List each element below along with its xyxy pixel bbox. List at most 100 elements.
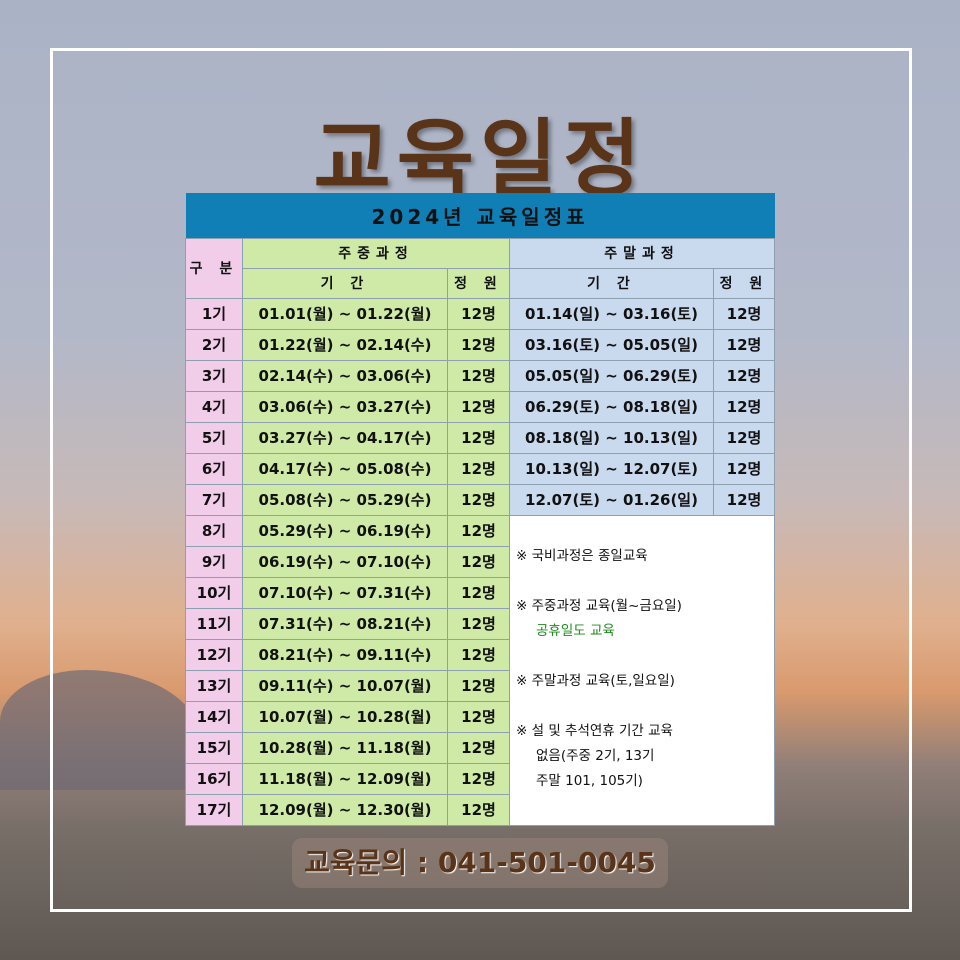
cohort: 10기 xyxy=(185,576,243,609)
table-row: 2기 01.22(월) ~ 02.14(수) 12명 03.16(토) ~ 05.05… xyxy=(185,328,775,361)
cohort: 16기 xyxy=(185,762,243,795)
weekend-capacity: 12명 xyxy=(713,452,775,485)
weekday-period: 07.10(수) ~ 07.31(수) xyxy=(242,576,448,609)
cohort: 17기 xyxy=(185,793,243,826)
weekday-capacity: 12명 xyxy=(447,483,510,516)
cohort: 4기 xyxy=(185,390,243,423)
weekend-capacity: 12명 xyxy=(713,328,775,361)
note: ※ 국비과정은 종일교육 xyxy=(516,547,648,564)
note: ※ 주말과정 교육(토,일요일) xyxy=(516,672,675,689)
cohort: 11기 xyxy=(185,607,243,640)
header-weekday-period: 기 간 xyxy=(242,267,448,299)
weekday-capacity: 12명 xyxy=(447,607,510,640)
header-weekend: 주말과정 xyxy=(509,237,775,269)
weekday-period: 06.19(수) ~ 07.10(수) xyxy=(242,545,448,578)
table-row: 15기 10.28(월) ~ 11.18(월) 12명 xyxy=(185,731,775,764)
weekday-period: 04.17(수) ~ 05.08(수) xyxy=(242,452,448,485)
note: 없음(주중 2기, 13기 xyxy=(536,747,655,764)
weekday-capacity: 12명 xyxy=(447,359,510,392)
contact-info: 교육문의 : 041-501-0045 xyxy=(292,838,668,888)
cohort: 9기 xyxy=(185,545,243,578)
header-weekend-period: 기 간 xyxy=(509,267,714,299)
cohort: 15기 xyxy=(185,731,243,764)
weekday-period: 03.27(수) ~ 04.17(수) xyxy=(242,421,448,454)
weekday-capacity: 12명 xyxy=(447,700,510,733)
table-row: 8기 05.29(수) ~ 06.19(수) 12명 ※ 국비과정은 종일교육 ※ 주중… xyxy=(185,514,775,826)
table-row: 14기 10.07(월) ~ 10.28(월) 12명 xyxy=(185,700,775,733)
cohort: 5기 xyxy=(185,421,243,454)
weekday-period: 09.11(수) ~ 10.07(월) xyxy=(242,669,448,702)
weekday-capacity: 12명 xyxy=(447,762,510,795)
weekday-period: 01.01(월) ~ 01.22(월) xyxy=(242,297,448,330)
table-row: 17기 12.09(월) ~ 12.30(월) 12명 xyxy=(185,793,775,826)
weekday-period: 10.07(월) ~ 10.28(월) xyxy=(242,700,448,733)
note: 주말 101, 105기) xyxy=(536,772,643,789)
header-weekday: 주중과정 xyxy=(242,237,510,269)
table-row: 1기 01.01(월) ~ 01.22(월) 12명 01.14(일) ~ 03.16… xyxy=(185,297,775,330)
header-gubun: 구 분 xyxy=(185,237,243,299)
note: ※ 설 및 추석연휴 기간 교육 xyxy=(516,722,673,739)
table-caption: 2024년 교육일정표 xyxy=(185,193,775,238)
weekday-capacity: 12명 xyxy=(447,421,510,454)
cohort: 6기 xyxy=(185,452,243,485)
cohort: 8기 xyxy=(185,514,243,547)
weekend-period: 01.14(일) ~ 03.16(토) xyxy=(509,297,714,330)
weekend-capacity: 12명 xyxy=(713,297,775,330)
weekday-capacity: 12명 xyxy=(447,669,510,702)
weekday-capacity: 12명 xyxy=(447,545,510,578)
table-row: 6기 04.17(수) ~ 05.08(수) 12명 10.13(일) ~ 12.07… xyxy=(185,452,775,485)
cohort: 14기 xyxy=(185,700,243,733)
table-row: 10기 07.10(수) ~ 07.31(수) 12명 xyxy=(185,576,775,609)
weekday-capacity: 12명 xyxy=(447,452,510,485)
note-green: 공휴일도 교육 xyxy=(536,622,615,639)
cohort: 3기 xyxy=(185,359,243,392)
table-row: 9기 06.19(수) ~ 07.10(수) 12명 xyxy=(185,545,775,578)
weekday-capacity: 12명 xyxy=(447,328,510,361)
cohort: 1기 xyxy=(185,297,243,330)
weekday-capacity: 12명 xyxy=(447,638,510,671)
cohort: 7기 xyxy=(185,483,243,516)
notes-panel: ※ 국비과정은 종일교육 ※ 주중과정 교육(월~금요일) 공휴일도 교육 ※ 주말과… xyxy=(509,514,775,826)
weekday-capacity: 12명 xyxy=(447,514,510,547)
weekend-capacity: 12명 xyxy=(713,483,775,516)
weekend-capacity: 12명 xyxy=(713,359,775,392)
weekday-period: 02.14(수) ~ 03.06(수) xyxy=(242,359,448,392)
weekday-period: 10.28(월) ~ 11.18(월) xyxy=(242,731,448,764)
weekend-period: 12.07(토) ~ 01.26(일) xyxy=(509,483,714,516)
weekday-capacity: 12명 xyxy=(447,297,510,330)
table-row: 13기 09.11(수) ~ 10.07(월) 12명 xyxy=(185,669,775,702)
weekday-period: 01.22(월) ~ 02.14(수) xyxy=(242,328,448,361)
weekday-period: 07.31(수) ~ 08.21(수) xyxy=(242,607,448,640)
weekend-capacity: 12명 xyxy=(713,421,775,454)
weekend-period: 10.13(일) ~ 12.07(토) xyxy=(509,452,714,485)
weekend-period: 03.16(토) ~ 05.05(일) xyxy=(509,328,714,361)
weekday-capacity: 12명 xyxy=(447,390,510,423)
weekday-period: 12.09(월) ~ 12.30(월) xyxy=(242,793,448,826)
weekday-period: 05.29(수) ~ 06.19(수) xyxy=(242,514,448,547)
white-frame xyxy=(50,48,912,912)
weekday-period: 08.21(수) ~ 09.11(수) xyxy=(242,638,448,671)
table-row: 16기 11.18(월) ~ 12.09(월) 12명 xyxy=(185,762,775,795)
note: ※ 주중과정 교육(월~금요일) xyxy=(516,597,682,614)
weekend-period: 06.29(토) ~ 08.18(일) xyxy=(509,390,714,423)
weekday-capacity: 12명 xyxy=(447,576,510,609)
table-row: 4기 03.06(수) ~ 03.27(수) 12명 06.29(토) ~ 08.18… xyxy=(185,390,775,423)
table-row: 5기 03.27(수) ~ 04.17(수) 12명 08.18(일) ~ 10.13… xyxy=(185,421,775,454)
table-row: 7기 05.08(수) ~ 05.29(수) 12명 12.07(토) ~ 01.26… xyxy=(185,483,775,516)
weekday-period: 11.18(월) ~ 12.09(월) xyxy=(242,762,448,795)
page-title: 교육일정 xyxy=(313,110,647,208)
table-row: 3기 02.14(수) ~ 03.06(수) 12명 05.05(일) ~ 06.29… xyxy=(185,359,775,392)
weekend-capacity: 12명 xyxy=(713,390,775,423)
weekend-period: 05.05(일) ~ 06.29(토) xyxy=(509,359,714,392)
schedule-table: 2024년 교육일정표 구 분 주중과정 주말과정 기 간 정 원 기 간 정 … xyxy=(185,193,775,826)
header-weekend-capacity: 정 원 xyxy=(713,267,775,299)
weekday-period: 05.08(수) ~ 05.29(수) xyxy=(242,483,448,516)
weekday-capacity: 12명 xyxy=(447,793,510,826)
table-row: 12기 08.21(수) ~ 09.11(수) 12명 xyxy=(185,638,775,671)
table-row: 11기 07.31(수) ~ 08.21(수) 12명 xyxy=(185,607,775,640)
header-weekday-capacity: 정 원 xyxy=(447,267,510,299)
weekday-capacity: 12명 xyxy=(447,731,510,764)
weekend-period: 08.18(일) ~ 10.13(일) xyxy=(509,421,714,454)
background-hill xyxy=(0,670,200,790)
cohort: 2기 xyxy=(185,328,243,361)
